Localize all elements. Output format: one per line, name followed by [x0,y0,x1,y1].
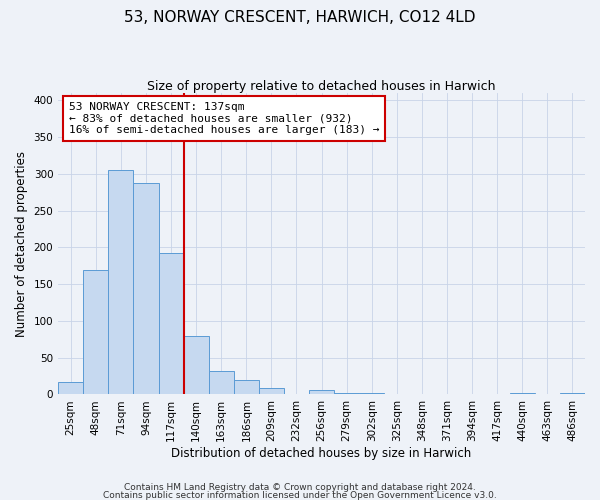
Bar [184,336,209,394]
Bar [510,393,535,394]
Bar [133,184,158,394]
Bar [158,254,184,394]
Bar [309,390,334,394]
Bar [209,371,234,394]
Bar [58,382,83,394]
Bar [334,393,359,394]
Bar [259,388,284,394]
Y-axis label: Number of detached properties: Number of detached properties [15,150,28,336]
Text: 53, NORWAY CRESCENT, HARWICH, CO12 4LD: 53, NORWAY CRESCENT, HARWICH, CO12 4LD [124,10,476,25]
Bar [359,393,385,394]
Title: Size of property relative to detached houses in Harwich: Size of property relative to detached ho… [148,80,496,93]
Bar [83,270,109,394]
Text: Contains HM Land Registry data © Crown copyright and database right 2024.: Contains HM Land Registry data © Crown c… [124,484,476,492]
Text: 53 NORWAY CRESCENT: 137sqm
← 83% of detached houses are smaller (932)
16% of sem: 53 NORWAY CRESCENT: 137sqm ← 83% of deta… [69,102,379,135]
Text: Contains public sector information licensed under the Open Government Licence v3: Contains public sector information licen… [103,490,497,500]
Bar [560,393,585,394]
Bar [234,380,259,394]
Bar [109,170,133,394]
X-axis label: Distribution of detached houses by size in Harwich: Distribution of detached houses by size … [172,447,472,460]
